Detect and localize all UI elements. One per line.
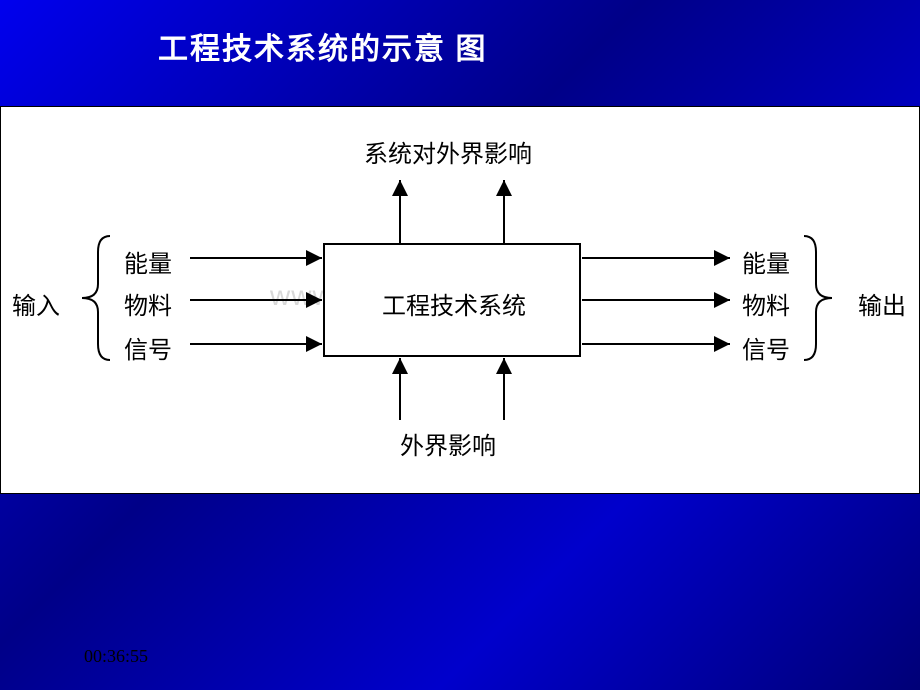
- center-box-label: 工程技术系统: [382, 286, 526, 321]
- output-group-label: 输出: [858, 286, 906, 321]
- input-label-material: 物料: [124, 286, 172, 321]
- bottom-label: 外界影响: [400, 426, 496, 461]
- output-label-material: 物料: [742, 286, 790, 321]
- top-label: 系统对外界影响: [364, 134, 532, 169]
- output-label-energy: 能量: [742, 244, 790, 279]
- input-label-energy: 能量: [124, 244, 172, 279]
- output-label-signal: 信号: [742, 330, 790, 365]
- right-brace: [804, 236, 832, 360]
- timestamp: 00:36:55: [84, 646, 148, 667]
- input-label-signal: 信号: [124, 330, 172, 365]
- input-group-label: 输入: [12, 286, 60, 321]
- left-brace: [82, 236, 110, 360]
